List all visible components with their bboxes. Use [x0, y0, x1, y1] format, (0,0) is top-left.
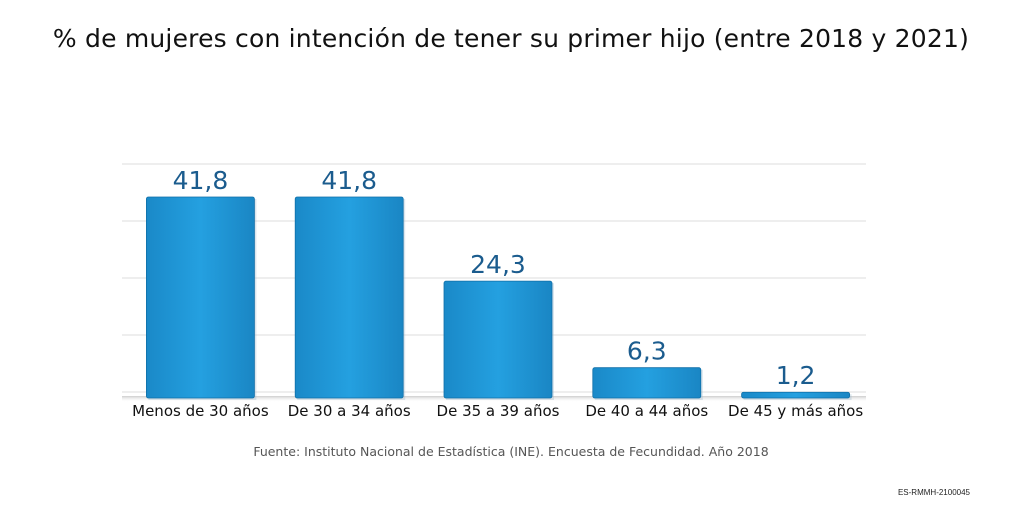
- category-label: De 35 a 39 años: [437, 402, 560, 420]
- bar: [592, 367, 702, 399]
- bars: [145, 196, 852, 400]
- bar: [443, 280, 553, 399]
- bar-chart: 41,8 41,8 24,3 6,3 1,2 Menos de 30 años De 30…: [122, 163, 866, 420]
- bar: [145, 196, 255, 399]
- source-note: Fuente: Instituto Nacional de Estadístic…: [253, 444, 769, 459]
- value-label: 41,8: [173, 166, 229, 195]
- category-labels: Menos de 30 años De 30 a 34 años De 35 a 3…: [132, 402, 863, 420]
- category-label: De 30 a 34 años: [288, 402, 411, 420]
- value-label: 1,2: [776, 361, 816, 390]
- bar: [741, 391, 850, 399]
- document-code: ES-RMMH-2100045: [897, 488, 970, 497]
- category-label: De 40 a 44 años: [585, 402, 708, 420]
- baseline-floor: [122, 396, 866, 402]
- chart-title: % de mujeres con intención de tener su p…: [52, 24, 970, 53]
- value-label: 41,8: [321, 166, 377, 195]
- bar: [294, 196, 404, 399]
- category-label: De 45 y más años: [728, 402, 863, 420]
- value-label: 6,3: [627, 337, 667, 366]
- value-labels: 41,8 41,8 24,3 6,3 1,2: [173, 166, 816, 390]
- category-label: Menos de 30 años: [132, 402, 269, 420]
- value-label: 24,3: [470, 250, 526, 279]
